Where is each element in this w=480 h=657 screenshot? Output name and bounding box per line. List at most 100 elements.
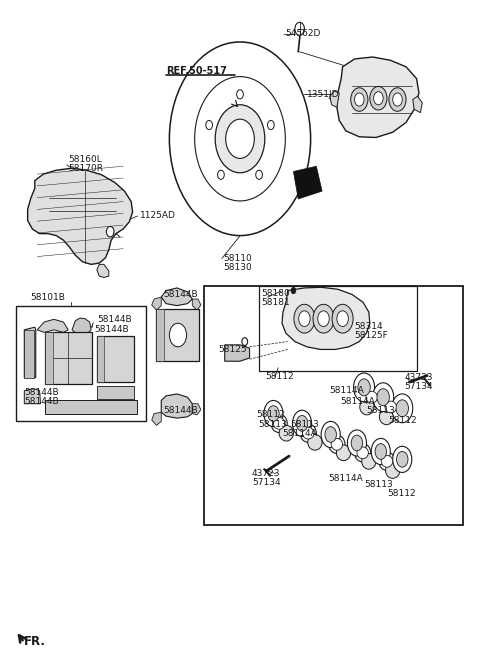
Text: 58144B: 58144B bbox=[24, 388, 59, 397]
Polygon shape bbox=[97, 386, 134, 399]
Bar bbox=[259, 286, 417, 371]
Ellipse shape bbox=[357, 447, 368, 459]
Ellipse shape bbox=[381, 455, 393, 467]
Polygon shape bbox=[45, 401, 137, 413]
Circle shape bbox=[292, 410, 312, 436]
Circle shape bbox=[332, 304, 353, 333]
Text: REF.50-517: REF.50-517 bbox=[166, 66, 227, 76]
Polygon shape bbox=[337, 57, 419, 137]
Circle shape bbox=[215, 104, 265, 173]
Text: 58112: 58112 bbox=[387, 489, 416, 498]
Ellipse shape bbox=[379, 409, 394, 424]
Ellipse shape bbox=[366, 392, 377, 403]
Text: 58125: 58125 bbox=[218, 345, 247, 354]
Text: 1351JD: 1351JD bbox=[307, 90, 339, 99]
Text: 58125F: 58125F bbox=[355, 330, 388, 340]
Polygon shape bbox=[161, 288, 192, 306]
Polygon shape bbox=[97, 336, 104, 382]
Polygon shape bbox=[45, 332, 92, 384]
Text: 43723: 43723 bbox=[252, 469, 280, 478]
Polygon shape bbox=[152, 412, 161, 425]
Polygon shape bbox=[72, 318, 91, 335]
Circle shape bbox=[169, 42, 311, 236]
Circle shape bbox=[348, 430, 366, 456]
Polygon shape bbox=[192, 299, 201, 310]
Polygon shape bbox=[97, 336, 134, 382]
Circle shape bbox=[107, 227, 114, 237]
Circle shape bbox=[318, 311, 329, 327]
Circle shape bbox=[389, 88, 406, 111]
Circle shape bbox=[351, 435, 363, 451]
Text: 54562D: 54562D bbox=[285, 29, 321, 38]
Circle shape bbox=[355, 93, 364, 106]
Ellipse shape bbox=[302, 427, 314, 439]
Polygon shape bbox=[97, 264, 109, 277]
Polygon shape bbox=[152, 297, 161, 310]
Text: 58180: 58180 bbox=[262, 289, 290, 298]
Polygon shape bbox=[24, 327, 36, 378]
Ellipse shape bbox=[300, 424, 316, 442]
Polygon shape bbox=[293, 166, 322, 199]
Circle shape bbox=[242, 338, 248, 346]
Text: 58144B: 58144B bbox=[24, 397, 59, 406]
Text: 58113: 58113 bbox=[290, 420, 319, 428]
Ellipse shape bbox=[355, 443, 371, 462]
Text: 43723: 43723 bbox=[405, 373, 433, 382]
Circle shape bbox=[206, 120, 213, 129]
Polygon shape bbox=[28, 168, 132, 264]
Circle shape bbox=[393, 93, 402, 106]
Text: 58181: 58181 bbox=[262, 298, 290, 307]
Polygon shape bbox=[161, 394, 192, 418]
Circle shape bbox=[373, 92, 383, 104]
Ellipse shape bbox=[385, 463, 400, 478]
Text: 58160L: 58160L bbox=[68, 155, 102, 164]
Circle shape bbox=[313, 304, 334, 333]
Circle shape bbox=[169, 323, 187, 347]
Circle shape bbox=[393, 446, 412, 472]
Circle shape bbox=[267, 120, 274, 129]
Circle shape bbox=[371, 438, 390, 464]
Polygon shape bbox=[282, 287, 370, 350]
Circle shape bbox=[264, 401, 283, 426]
Ellipse shape bbox=[331, 438, 343, 450]
Polygon shape bbox=[330, 91, 339, 107]
Text: 58112: 58112 bbox=[265, 373, 294, 382]
Ellipse shape bbox=[308, 434, 322, 450]
Ellipse shape bbox=[364, 388, 380, 406]
Circle shape bbox=[217, 170, 224, 179]
Text: 58144B: 58144B bbox=[95, 325, 129, 334]
Text: 58113: 58113 bbox=[258, 420, 287, 428]
Ellipse shape bbox=[379, 452, 395, 470]
Ellipse shape bbox=[383, 398, 399, 416]
Text: 57134: 57134 bbox=[405, 382, 433, 391]
Text: FR.: FR. bbox=[24, 635, 46, 648]
Polygon shape bbox=[225, 345, 250, 361]
Ellipse shape bbox=[274, 417, 285, 429]
Text: 58114A: 58114A bbox=[328, 474, 363, 484]
Circle shape bbox=[370, 87, 387, 110]
Ellipse shape bbox=[271, 414, 287, 432]
Text: 58114A: 58114A bbox=[340, 397, 375, 406]
Ellipse shape bbox=[329, 435, 345, 453]
Circle shape bbox=[296, 415, 308, 431]
Circle shape bbox=[377, 389, 389, 406]
Text: 1125AD: 1125AD bbox=[140, 212, 176, 221]
Text: 58170R: 58170R bbox=[68, 164, 103, 173]
Circle shape bbox=[294, 304, 315, 333]
Text: 58112: 58112 bbox=[257, 411, 285, 419]
Polygon shape bbox=[156, 309, 199, 361]
Circle shape bbox=[291, 287, 296, 294]
Polygon shape bbox=[24, 389, 40, 404]
Text: 58112: 58112 bbox=[388, 416, 417, 424]
Circle shape bbox=[375, 443, 386, 459]
Circle shape bbox=[325, 426, 336, 442]
Circle shape bbox=[226, 119, 254, 158]
Circle shape bbox=[268, 406, 279, 421]
Text: 58114A: 58114A bbox=[330, 386, 364, 395]
Text: 58130: 58130 bbox=[223, 263, 252, 272]
Text: 58144B: 58144B bbox=[164, 290, 198, 299]
Circle shape bbox=[351, 88, 368, 111]
Polygon shape bbox=[37, 319, 68, 332]
Text: 58113: 58113 bbox=[366, 406, 395, 415]
Text: 58144B: 58144B bbox=[164, 406, 198, 415]
